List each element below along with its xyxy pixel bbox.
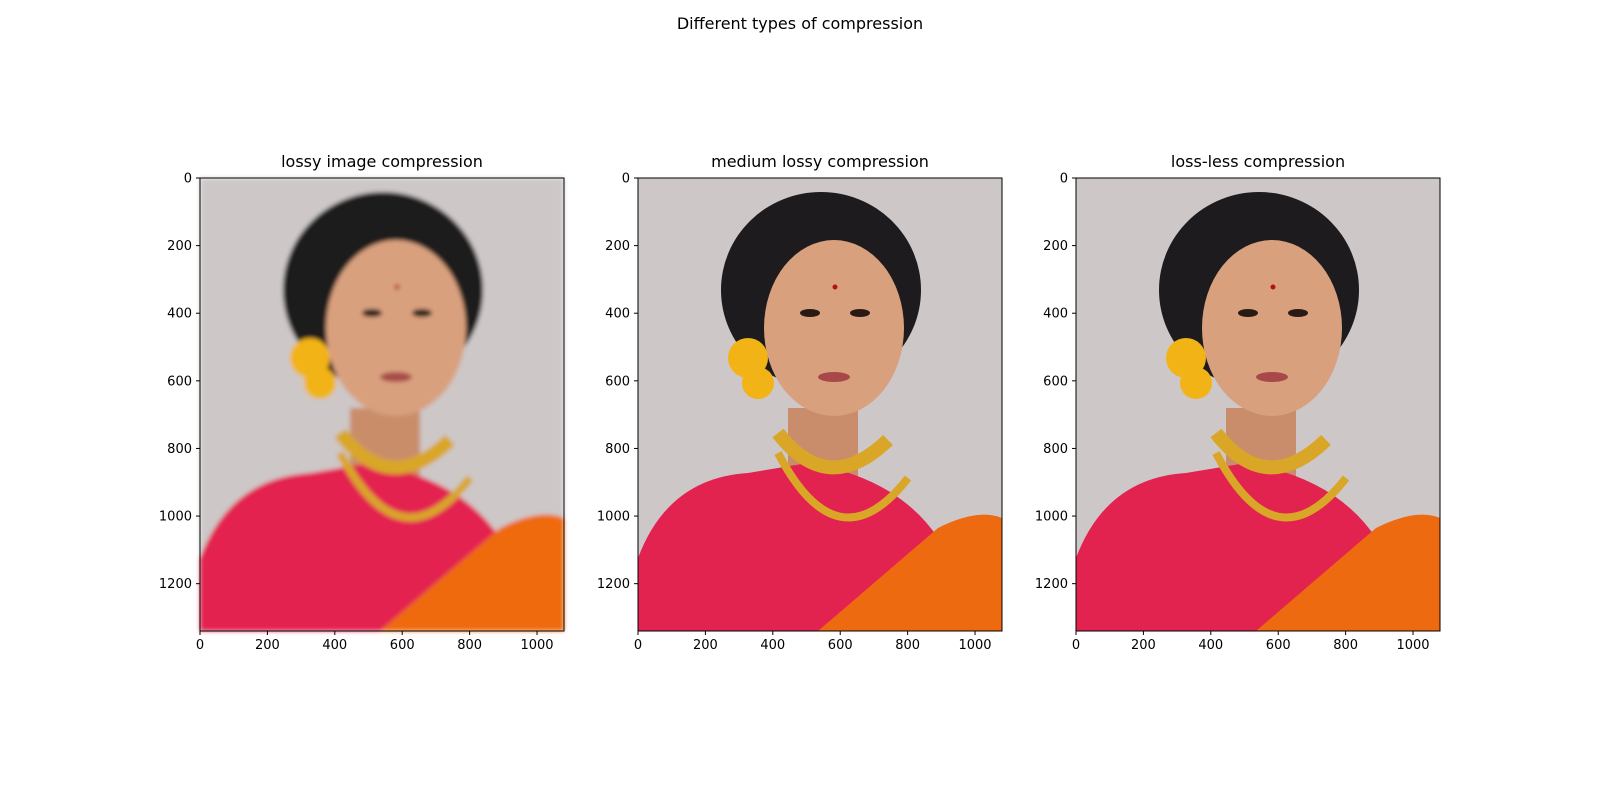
subplot-medium-lossy: medium lossy compression 0 200 400 600 800 10… bbox=[597, 152, 1003, 653]
x-tick-label: 200 bbox=[255, 638, 280, 653]
x-tick-label: 1000 bbox=[520, 638, 553, 653]
y-tick-label: 0 bbox=[1060, 172, 1068, 187]
saree-shape bbox=[1256, 514, 1440, 631]
y-tick-label: 1200 bbox=[597, 577, 630, 592]
subplot-title: loss-less compression bbox=[1170, 152, 1346, 171]
subplot-title: medium lossy compression bbox=[711, 152, 929, 171]
eye-right bbox=[850, 309, 870, 317]
saree-shape bbox=[818, 514, 1002, 631]
y-tick-label: 1200 bbox=[159, 577, 192, 592]
saree-shape bbox=[380, 514, 564, 631]
necklace-shape bbox=[774, 451, 912, 522]
lips-shape bbox=[818, 372, 850, 382]
necklace-shape bbox=[334, 428, 455, 475]
y-tick-label: 200 bbox=[605, 239, 630, 254]
y-tick-label: 400 bbox=[605, 307, 630, 322]
eye-left bbox=[362, 309, 382, 317]
lips-shape bbox=[380, 372, 412, 382]
y-tick-label: 800 bbox=[605, 442, 630, 457]
eye-right bbox=[412, 309, 432, 317]
x-tick-label: 400 bbox=[760, 638, 785, 653]
x-tick-label: 200 bbox=[693, 638, 718, 653]
x-tick-label: 600 bbox=[390, 638, 415, 653]
y-tick-label: 1000 bbox=[159, 510, 192, 525]
flower-shape bbox=[304, 367, 336, 399]
bindi-dot bbox=[832, 284, 838, 290]
lips-shape bbox=[1256, 372, 1288, 382]
y-tick-label: 400 bbox=[1043, 307, 1068, 322]
y-tick-label: 600 bbox=[605, 374, 630, 389]
x-tick-label: 600 bbox=[828, 638, 853, 653]
portrait-image bbox=[638, 178, 1002, 631]
y-tick-label: 0 bbox=[184, 172, 192, 187]
flower-shape bbox=[1180, 367, 1212, 399]
y-tick-label: 600 bbox=[1043, 374, 1068, 389]
necklace-shape bbox=[772, 428, 893, 475]
x-tick-label: 800 bbox=[457, 638, 482, 653]
x-tick-label: 200 bbox=[1131, 638, 1156, 653]
y-tick-label: 0 bbox=[622, 172, 630, 187]
plot-area: 0 200 400 600 800 1000 0 200 400 600 800 1000 1200 bbox=[159, 172, 565, 653]
y-tick-label: 200 bbox=[1043, 239, 1068, 254]
bindi-dot bbox=[394, 284, 400, 290]
bindi-dot bbox=[1270, 284, 1276, 290]
plot-area: 0 200 400 600 800 1000 0 200 400 600 800 1000 1200 bbox=[597, 172, 1003, 653]
y-tick-label: 800 bbox=[167, 442, 192, 457]
x-tick-label: 1000 bbox=[958, 638, 991, 653]
axes-frame bbox=[637, 177, 1003, 632]
x-tick-label: 600 bbox=[1266, 638, 1291, 653]
eye-left bbox=[1238, 309, 1258, 317]
x-tick-label: 0 bbox=[1072, 638, 1080, 653]
figure-title: Different types of compression bbox=[676, 14, 924, 33]
x-tick-label: 1000 bbox=[1396, 638, 1429, 653]
y-tick-label: 400 bbox=[167, 307, 192, 322]
subplot-lossless: loss-less compression 0 200 400 600 800 1000 0… bbox=[1035, 152, 1441, 653]
y-tick-label: 1000 bbox=[597, 510, 630, 525]
y-tick-label: 600 bbox=[167, 374, 192, 389]
necklace-shape bbox=[1212, 451, 1350, 522]
plot-area: 0 200 400 600 800 1000 0 200 400 600 800 1000 1200 bbox=[1035, 172, 1441, 653]
face-shape bbox=[764, 240, 904, 416]
necklace-shape bbox=[336, 451, 474, 522]
portrait-image bbox=[200, 178, 564, 631]
x-tick-label: 800 bbox=[1333, 638, 1358, 653]
flower-shape bbox=[742, 367, 774, 399]
subplot-title: lossy image compression bbox=[281, 152, 483, 171]
x-tick-label: 400 bbox=[1198, 638, 1223, 653]
necklace-shape bbox=[1210, 428, 1331, 475]
eye-left bbox=[800, 309, 820, 317]
y-tick-label: 800 bbox=[1043, 442, 1068, 457]
x-tick-label: 800 bbox=[895, 638, 920, 653]
face-shape bbox=[326, 240, 466, 416]
face-shape bbox=[1202, 240, 1342, 416]
x-tick-label: 0 bbox=[634, 638, 642, 653]
axes-frame bbox=[199, 177, 565, 632]
eye-right bbox=[1288, 309, 1308, 317]
axes-frame bbox=[1075, 177, 1441, 632]
x-tick-label: 0 bbox=[196, 638, 204, 653]
y-tick-label: 200 bbox=[167, 239, 192, 254]
x-tick-label: 400 bbox=[322, 638, 347, 653]
portrait-image bbox=[1076, 178, 1440, 631]
y-tick-label: 1200 bbox=[1035, 577, 1068, 592]
subplot-lossy: lossy image compression 0 200 400 600 800 100… bbox=[159, 152, 565, 653]
y-tick-label: 1000 bbox=[1035, 510, 1068, 525]
